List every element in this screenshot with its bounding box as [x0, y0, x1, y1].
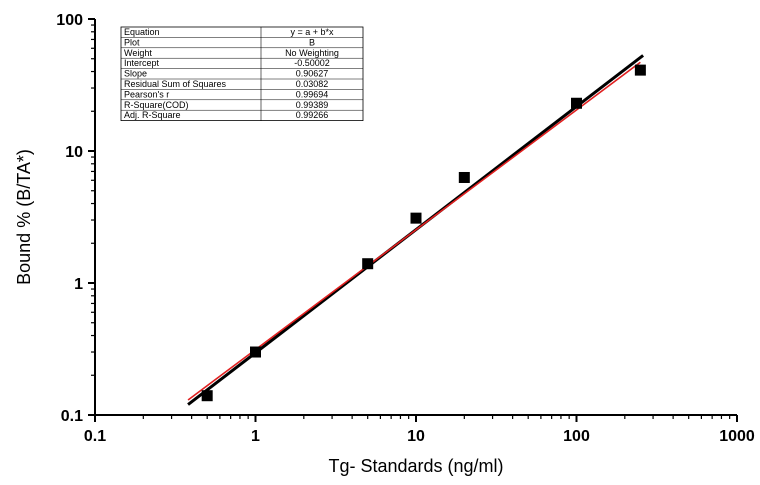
fit-table-key: Residual Sum of Squares: [124, 79, 227, 89]
axes: 0.1 1 10 100 1000 0.1 1 10 100: [56, 12, 755, 445]
fit-table-frame: [120, 26, 364, 121]
y-tick-label: 100: [56, 12, 83, 29]
x-tick-label: 1000: [719, 428, 755, 445]
x-tick-label: 100: [563, 428, 590, 445]
y-axis-title: Bound % (B/TA*): [14, 149, 34, 285]
fit-table-value: 0.99389: [296, 100, 329, 110]
data-point: [201, 390, 213, 402]
fit-table-value: 0.99266: [296, 110, 329, 120]
data-point: [571, 97, 582, 109]
fit-lines: [187, 54, 645, 406]
fit-table-value: 0.90627: [296, 69, 329, 79]
data-points: [201, 64, 646, 402]
data-point: [410, 212, 422, 224]
fit-table-value: 0.03082: [296, 79, 329, 89]
x-tick-label: 1: [251, 428, 260, 445]
fit-table-value: y = a + b*x: [290, 27, 334, 37]
x-axis-title: Tg- Standards (ng/ml): [328, 456, 503, 476]
fit-table-key: Pearson's r: [124, 89, 169, 99]
fit-table-value: B: [309, 37, 315, 47]
fit-table-key: Plot: [124, 37, 140, 47]
fit-table-key: Slope: [124, 69, 147, 79]
fit-table-key: Weight: [124, 48, 152, 58]
y-tick-label: 0.1: [61, 408, 83, 425]
fit-table-value: 0.99694: [296, 89, 329, 99]
fit-table-key: Intercept: [124, 58, 160, 68]
fit-table-key: Equation: [124, 27, 160, 37]
fit-table-value: No Weighting: [285, 48, 339, 58]
data-point: [362, 258, 374, 270]
fit-table-key: Adj. R-Square: [124, 110, 181, 120]
y-tick-label: 10: [65, 144, 83, 161]
data-point: [458, 171, 470, 183]
fit-line-red: [187, 61, 641, 401]
fit-table-key: R-Square(COD): [124, 100, 189, 110]
data-point: [634, 64, 646, 76]
x-tick-label: 10: [407, 428, 425, 445]
y-tick-label: 1: [74, 276, 83, 293]
x-tick-label: 0.1: [84, 428, 106, 445]
data-point: [250, 346, 261, 358]
fit-stats-table: Equation y = a + b*x Plot B Weight No Weighti…: [120, 26, 364, 121]
fit-table-value: -0.50002: [294, 58, 330, 68]
